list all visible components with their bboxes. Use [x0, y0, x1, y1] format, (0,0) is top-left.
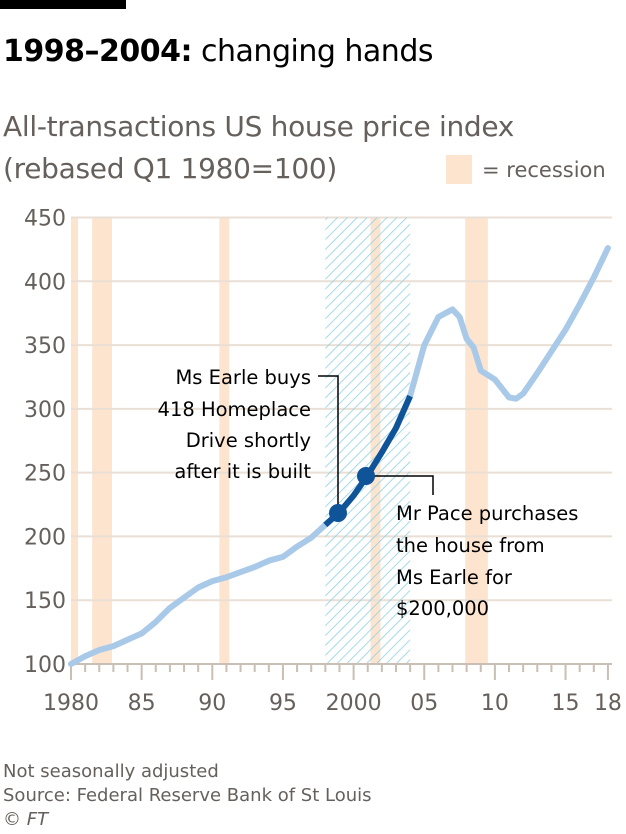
- earle-purchase-dot: [329, 504, 347, 522]
- x-tick-label: 05: [410, 691, 438, 716]
- y-tick-label: 450: [24, 207, 66, 232]
- recession-band: [71, 217, 79, 664]
- x-tick-label: 90: [198, 691, 226, 716]
- y-axis: 100 150 200 250 300 350 400 450: [24, 207, 66, 678]
- svg-text:Drive shortly: Drive shortly: [186, 429, 311, 452]
- recession-band: [465, 217, 488, 664]
- recession-band: [92, 217, 112, 664]
- svg-text:the house from: the house from: [396, 534, 545, 557]
- source: Source: Federal Reserve Bank of St Louis: [3, 785, 372, 806]
- svg-text:Ms Earle buys: Ms Earle buys: [175, 366, 311, 389]
- x-tick-label: 2000: [326, 691, 382, 716]
- x-tick-label: 1980: [43, 691, 99, 716]
- y-tick-label: 250: [24, 462, 66, 487]
- chart-subtitle: All-transactions US house price index (r…: [3, 106, 514, 190]
- legend: = recession: [446, 155, 606, 184]
- subtitle-line-1: All-transactions US house price index: [3, 110, 515, 143]
- top-accent-bar: [0, 0, 126, 9]
- y-tick-label: 200: [24, 525, 66, 550]
- y-tick-label: 150: [24, 589, 66, 614]
- y-tick-label: 100: [24, 653, 66, 678]
- pace-annotation: Mr Pace purchases the house from Ms Earl…: [366, 475, 578, 620]
- recession-swatch: [446, 155, 472, 184]
- footnote: Not seasonally adjusted: [3, 761, 219, 782]
- footer: Not seasonally adjusted Source: Federal …: [3, 760, 372, 832]
- svg-text:418 Homeplace: 418 Homeplace: [158, 398, 311, 421]
- pace-purchase-dot: [357, 467, 375, 485]
- chart-title: 1998–2004: changing hands: [3, 34, 434, 69]
- y-tick-label: 300: [24, 398, 66, 423]
- subtitle-line-2: (rebased Q1 1980=100): [3, 152, 338, 185]
- x-tick-label: 18: [594, 691, 622, 716]
- earle-annotation: Ms Earle buys 418 Homeplace Drive shortl…: [158, 366, 339, 513]
- y-tick-label: 400: [24, 270, 66, 295]
- x-tick-label: 85: [128, 691, 156, 716]
- svg-text:Ms Earle for: Ms Earle for: [396, 566, 513, 589]
- x-tick-label: 95: [269, 691, 297, 716]
- legend-label: = recession: [482, 157, 606, 182]
- x-axis: 1980 85 90 95 2000 05 10 15 18: [43, 663, 622, 716]
- x-tick-label: 10: [481, 691, 509, 716]
- y-tick-label: 350: [24, 334, 66, 359]
- copyright: © FT: [3, 809, 49, 830]
- svg-text:Mr Pace purchases: Mr Pace purchases: [396, 502, 578, 525]
- x-tick-label: 15: [552, 691, 580, 716]
- svg-text:after it is built: after it is built: [174, 460, 311, 483]
- svg-text:$200,000: $200,000: [396, 597, 489, 620]
- highlight-period-hatch: [325, 217, 411, 664]
- recession-band: [219, 217, 230, 664]
